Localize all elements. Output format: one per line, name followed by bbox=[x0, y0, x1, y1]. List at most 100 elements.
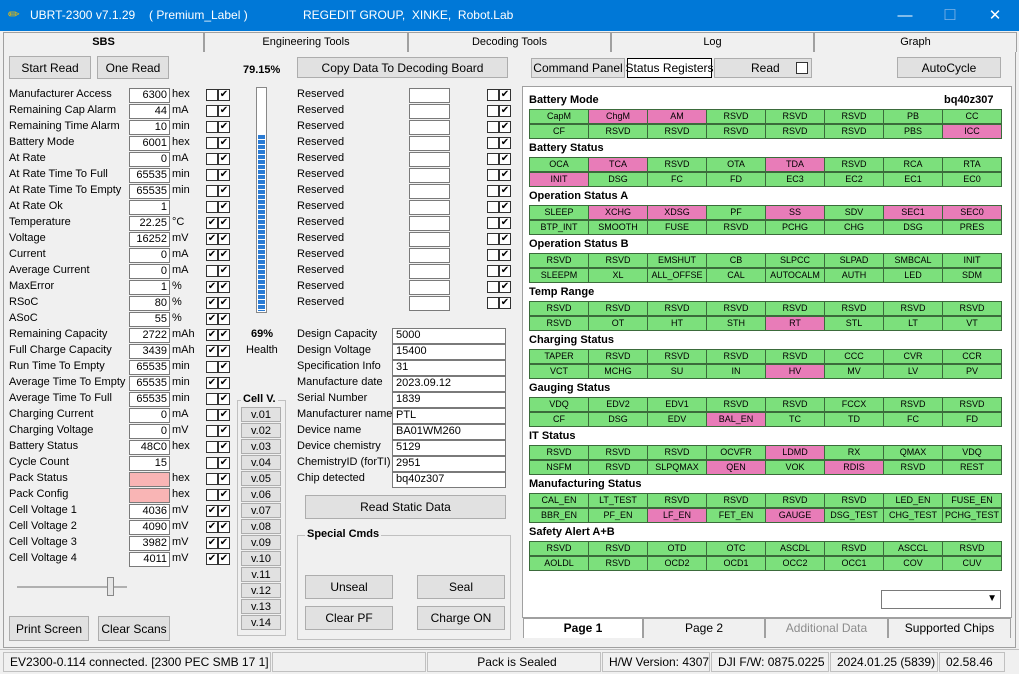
register-bit[interactable]: MV bbox=[824, 364, 884, 379]
sbs-log-checkbox[interactable]: ✔ bbox=[206, 505, 218, 517]
register-bit[interactable]: IN bbox=[706, 364, 766, 379]
reserved-log-checkbox[interactable] bbox=[487, 185, 499, 197]
sbs-log-checkbox[interactable] bbox=[206, 105, 218, 117]
command-panel-button[interactable]: Command Panel bbox=[531, 58, 625, 78]
register-bit[interactable]: RSVD bbox=[765, 493, 825, 508]
reserved-scan-checkbox[interactable]: ✔ bbox=[499, 105, 511, 117]
register-bit[interactable]: DSG_TEST bbox=[824, 508, 884, 523]
sbs-log-checkbox[interactable] bbox=[206, 137, 218, 149]
register-bit[interactable]: ALL_OFFSE bbox=[647, 268, 707, 283]
register-bit[interactable]: PRES bbox=[942, 220, 1002, 235]
read-toggle[interactable]: Read bbox=[714, 58, 812, 78]
register-bit[interactable]: RX bbox=[824, 445, 884, 460]
register-bit[interactable]: TAPER bbox=[529, 349, 589, 364]
register-bit[interactable]: EDV1 bbox=[647, 397, 707, 412]
register-bit[interactable]: EC1 bbox=[883, 172, 943, 187]
register-bit[interactable]: RDIS bbox=[824, 460, 884, 475]
register-bit[interactable]: VT bbox=[942, 316, 1002, 331]
register-bit[interactable]: OCC1 bbox=[824, 556, 884, 571]
sbs-scan-checkbox[interactable]: ✔ bbox=[218, 121, 230, 133]
register-bit[interactable]: RSVD bbox=[765, 349, 825, 364]
reserved-scan-checkbox[interactable]: ✔ bbox=[499, 185, 511, 197]
register-bit[interactable]: OCVFR bbox=[706, 445, 766, 460]
tab-graph[interactable]: Graph bbox=[814, 32, 1017, 52]
reserved-log-checkbox[interactable] bbox=[487, 137, 499, 149]
register-bit[interactable]: OTD bbox=[647, 541, 707, 556]
register-bit[interactable]: RSVD bbox=[588, 445, 648, 460]
sbs-log-checkbox[interactable]: ✔ bbox=[206, 553, 218, 565]
register-bit[interactable]: PBS bbox=[883, 124, 943, 139]
read-static-data-button[interactable]: Read Static Data bbox=[305, 495, 506, 519]
tab-decoding-tools[interactable]: Decoding Tools bbox=[408, 32, 611, 52]
sbs-scan-checkbox[interactable]: ✔ bbox=[218, 281, 230, 293]
register-bit[interactable]: RSVD bbox=[588, 301, 648, 316]
register-bit[interactable]: CapM bbox=[529, 109, 589, 124]
register-bit[interactable]: EDV bbox=[647, 412, 707, 427]
register-bit[interactable]: CHG_TEST bbox=[883, 508, 943, 523]
sbs-scan-checkbox[interactable]: ✔ bbox=[218, 137, 230, 149]
sbs-scan-checkbox[interactable]: ✔ bbox=[218, 217, 230, 229]
register-bit[interactable]: RSVD bbox=[588, 460, 648, 475]
register-bit[interactable]: RSVD bbox=[706, 397, 766, 412]
sbs-log-checkbox[interactable] bbox=[206, 153, 218, 165]
register-bit[interactable]: GAUGE bbox=[765, 508, 825, 523]
register-bit[interactable]: OT bbox=[588, 316, 648, 331]
register-bit[interactable]: CCC bbox=[824, 349, 884, 364]
register-bit[interactable]: COV bbox=[883, 556, 943, 571]
close-button[interactable]: ✕ bbox=[988, 7, 1002, 24]
register-bit[interactable]: PCHG bbox=[765, 220, 825, 235]
register-bit[interactable]: INIT bbox=[942, 253, 1002, 268]
sbs-log-checkbox[interactable]: ✔ bbox=[206, 521, 218, 533]
clear-scans-button[interactable]: Clear Scans bbox=[98, 616, 170, 641]
register-bit[interactable]: SDV bbox=[824, 205, 884, 220]
tab-page-1[interactable]: Page 1 bbox=[523, 618, 643, 638]
register-bit[interactable]: LV bbox=[883, 364, 943, 379]
sbs-log-checkbox[interactable] bbox=[206, 393, 218, 405]
register-bit[interactable]: RSVD bbox=[824, 493, 884, 508]
register-bit[interactable]: VDQ bbox=[942, 445, 1002, 460]
reserved-log-checkbox[interactable] bbox=[487, 265, 499, 277]
register-bit[interactable]: CF bbox=[529, 124, 589, 139]
cell-v-button[interactable]: v.03 bbox=[241, 439, 281, 454]
sbs-log-checkbox[interactable] bbox=[206, 201, 218, 213]
sbs-scan-checkbox[interactable]: ✔ bbox=[218, 361, 230, 373]
sbs-log-checkbox[interactable]: ✔ bbox=[206, 329, 218, 341]
sbs-scan-checkbox[interactable]: ✔ bbox=[218, 489, 230, 501]
register-bit[interactable]: RSVD bbox=[588, 541, 648, 556]
sbs-scan-checkbox[interactable]: ✔ bbox=[218, 441, 230, 453]
register-bit[interactable]: FCCX bbox=[824, 397, 884, 412]
reserved-log-checkbox[interactable] bbox=[487, 233, 499, 245]
register-bit[interactable]: BBR_EN bbox=[529, 508, 589, 523]
reserved-log-checkbox[interactable] bbox=[487, 169, 499, 181]
cell-v-button[interactable]: v.08 bbox=[241, 519, 281, 534]
sbs-scan-checkbox[interactable]: ✔ bbox=[218, 169, 230, 181]
tab-supported-chips[interactable]: Supported Chips bbox=[888, 618, 1011, 638]
register-bit[interactable]: QEN bbox=[706, 460, 766, 475]
register-bit[interactable]: CAL bbox=[706, 268, 766, 283]
clear-pf-button[interactable]: Clear PF bbox=[305, 606, 393, 630]
register-bit[interactable]: LED_EN bbox=[883, 493, 943, 508]
sbs-scan-checkbox[interactable]: ✔ bbox=[218, 457, 230, 469]
register-bit[interactable]: EDV2 bbox=[588, 397, 648, 412]
register-bit[interactable]: SEC1 bbox=[883, 205, 943, 220]
sbs-scan-checkbox[interactable]: ✔ bbox=[218, 553, 230, 565]
tab-sbs[interactable]: SBS bbox=[3, 32, 204, 52]
register-bit[interactable]: SLPQMAX bbox=[647, 460, 707, 475]
reserved-log-checkbox[interactable] bbox=[487, 121, 499, 133]
register-bit[interactable]: RSVD bbox=[883, 460, 943, 475]
reserved-log-checkbox[interactable] bbox=[487, 297, 499, 309]
reserved-scan-checkbox[interactable]: ✔ bbox=[499, 89, 511, 101]
register-bit[interactable]: REST bbox=[942, 460, 1002, 475]
register-bit[interactable]: EC0 bbox=[942, 172, 1002, 187]
register-bit[interactable]: RSVD bbox=[529, 445, 589, 460]
tab-additional-data[interactable]: Additional Data bbox=[765, 618, 888, 638]
cell-v-button[interactable]: v.13 bbox=[241, 599, 281, 614]
register-bit[interactable]: TD bbox=[824, 412, 884, 427]
sbs-log-checkbox[interactable] bbox=[206, 441, 218, 453]
slider-track[interactable] bbox=[17, 586, 127, 588]
reserved-scan-checkbox[interactable]: ✔ bbox=[499, 233, 511, 245]
reserved-scan-checkbox[interactable]: ✔ bbox=[499, 137, 511, 149]
sbs-scan-checkbox[interactable]: ✔ bbox=[218, 89, 230, 101]
register-bit[interactable]: RSVD bbox=[529, 541, 589, 556]
register-bit[interactable]: RSVD bbox=[647, 445, 707, 460]
